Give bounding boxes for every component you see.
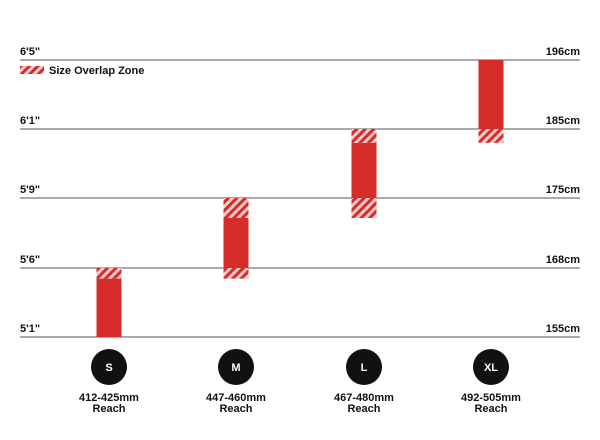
size-badge-l bbox=[346, 349, 382, 385]
left-tick-label: 6'1" bbox=[20, 115, 40, 127]
left-tick-label: 5'1" bbox=[20, 323, 40, 335]
bar-m bbox=[223, 218, 249, 268]
reach-range-m: 447-460mm bbox=[206, 392, 266, 404]
right-tick-label: 155cm bbox=[546, 323, 580, 335]
overlap-high-s bbox=[96, 268, 122, 279]
overlap-low-xl bbox=[478, 129, 504, 143]
bar-l bbox=[351, 142, 377, 198]
overlap-high-m bbox=[223, 198, 249, 218]
right-tick-label: 168cm bbox=[546, 254, 580, 266]
right-tick-label: 196cm bbox=[546, 46, 580, 58]
size-badge-label: XL bbox=[484, 362, 498, 374]
legend-label: Size Overlap Zone bbox=[49, 65, 144, 77]
legend-hatch-swatch bbox=[20, 66, 44, 74]
size-badge-label: M bbox=[231, 362, 240, 374]
reach-range-xl: 492-505mm bbox=[461, 392, 521, 404]
left-tick-label: 6'5" bbox=[20, 46, 40, 58]
reach-caption-l: Reach bbox=[347, 403, 381, 415]
right-tick-label: 185cm bbox=[546, 115, 580, 127]
left-tick-label: 5'9" bbox=[20, 184, 40, 196]
overlap-low-l bbox=[351, 198, 377, 218]
size-badge-xl bbox=[473, 349, 509, 385]
size-badge-label: S bbox=[105, 362, 112, 374]
bar-s bbox=[96, 278, 122, 337]
size-badge-s bbox=[91, 349, 127, 385]
overlap-high-l bbox=[351, 129, 377, 143]
size-badge-label: L bbox=[361, 362, 368, 374]
overlap-low-m bbox=[223, 268, 249, 279]
reach-range-s: 412-425mm bbox=[79, 392, 139, 404]
size-badge-m bbox=[218, 349, 254, 385]
left-tick-label: 5'6" bbox=[20, 254, 40, 266]
bar-xl bbox=[478, 60, 504, 129]
reach-caption-m: Reach bbox=[219, 403, 253, 415]
reach-caption-s: Reach bbox=[92, 403, 126, 415]
right-tick-label: 175cm bbox=[546, 184, 580, 196]
reach-caption-xl: Reach bbox=[474, 403, 508, 415]
reach-range-l: 467-480mm bbox=[334, 392, 394, 404]
